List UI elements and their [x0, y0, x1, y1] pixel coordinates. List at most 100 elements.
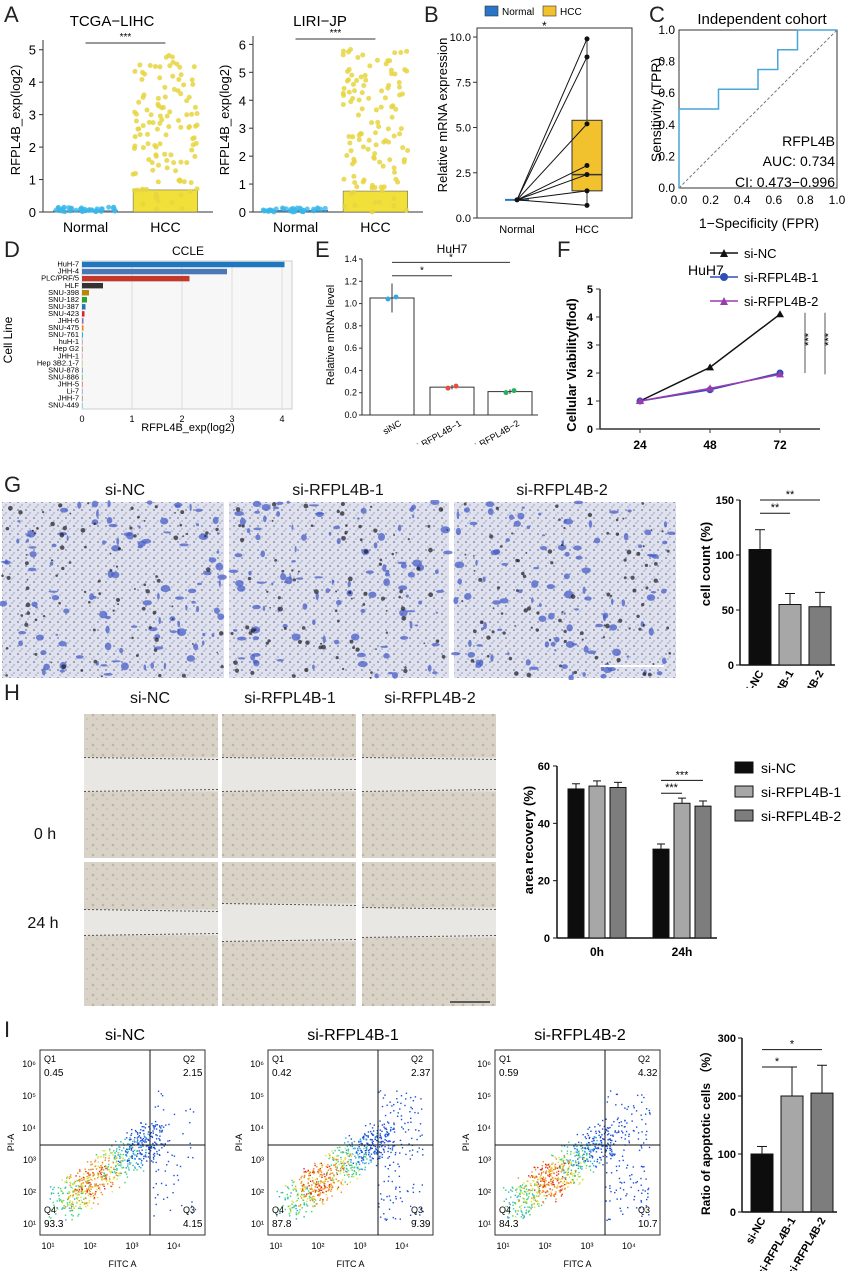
flow-event [553, 1184, 555, 1186]
stained-cell [412, 559, 422, 567]
flow-event [645, 1138, 648, 1141]
y-tick-label: 150 [716, 495, 734, 507]
flow-event [74, 1187, 76, 1190]
flow-event [142, 1143, 144, 1146]
y-tick-label: 0.8 [658, 55, 675, 69]
flow-event [83, 1177, 86, 1179]
flow-event [189, 1108, 192, 1110]
b-sig: * [542, 19, 547, 33]
flow-event [545, 1172, 547, 1174]
flow-event [130, 1156, 132, 1158]
flow-event [125, 1154, 127, 1156]
flow-event [298, 1211, 300, 1213]
flow-event [517, 1210, 520, 1213]
flow-event [90, 1164, 92, 1166]
flow-event [566, 1174, 568, 1176]
bar-jhh-7 [82, 395, 83, 402]
flow-event [356, 1166, 358, 1169]
point [511, 388, 517, 394]
pore [642, 623, 646, 627]
stained-cell [533, 566, 540, 570]
hcc-point [401, 159, 407, 165]
sig-label: *** [823, 332, 835, 346]
flow-event [600, 1143, 603, 1145]
flow-event [608, 1133, 610, 1135]
flow-event [67, 1198, 69, 1200]
flow-event [607, 1130, 609, 1133]
sig-label: ** [786, 489, 795, 501]
flow-event [536, 1200, 539, 1202]
flow-event [330, 1167, 332, 1170]
flow-event [303, 1184, 306, 1186]
flow-event [309, 1180, 312, 1183]
y-tick-label: 100 [718, 1149, 736, 1161]
x-tick-label: 24 [633, 438, 647, 452]
flow-y-tick: 10³ [23, 1155, 36, 1165]
flow-event [293, 1187, 295, 1190]
flow-event [86, 1204, 89, 1207]
flow-event [69, 1194, 72, 1197]
flow-event [531, 1197, 533, 1199]
flow-event [514, 1215, 517, 1218]
flow-event [114, 1155, 116, 1157]
pore [310, 524, 314, 528]
e-title: HuH7 [437, 242, 468, 256]
flow-event [387, 1140, 389, 1143]
x-label: si-NC [742, 668, 767, 688]
flow-event [310, 1192, 312, 1195]
flow-event [192, 1156, 194, 1159]
flow-event [94, 1183, 96, 1185]
flow-event [185, 1110, 187, 1112]
pore [68, 561, 72, 564]
flow-event [305, 1193, 308, 1195]
flow-event [507, 1191, 510, 1193]
flow-event [360, 1140, 362, 1142]
flow-event [80, 1190, 82, 1193]
flow-event [574, 1160, 577, 1162]
flow-event [536, 1184, 538, 1186]
flow-event [83, 1198, 85, 1200]
flow-event [632, 1182, 635, 1184]
flow-event [157, 1194, 159, 1196]
flow-event [337, 1155, 339, 1157]
hcc-point [391, 165, 397, 171]
pore [500, 612, 504, 615]
pore [555, 504, 559, 508]
flow-event [139, 1136, 142, 1139]
flow-event [365, 1147, 367, 1149]
pore [641, 602, 645, 607]
flow-event [636, 1094, 639, 1097]
flow-event [312, 1205, 314, 1207]
flow-event [616, 1198, 618, 1200]
d-title: CCLE [172, 244, 204, 258]
quadrant-value: 10.7 [638, 1219, 658, 1230]
flow-event [514, 1210, 517, 1212]
stained-cell [450, 652, 461, 656]
flow-event [172, 1192, 174, 1194]
flow-event [342, 1160, 345, 1162]
pore [652, 663, 655, 666]
flow-event [312, 1195, 314, 1198]
hcc-point [372, 199, 378, 205]
flow-event [126, 1132, 128, 1134]
flow-event [581, 1150, 584, 1152]
pore [148, 626, 152, 629]
flow-event [596, 1147, 599, 1150]
flow-event [103, 1178, 106, 1180]
flow-event [310, 1188, 312, 1190]
pore [579, 631, 584, 636]
stained-cell [40, 650, 47, 656]
flow-event [626, 1108, 628, 1111]
flow-event [66, 1205, 69, 1207]
pore [558, 518, 561, 521]
quadrant-value: 9.39 [411, 1219, 431, 1230]
flow-event [111, 1181, 114, 1184]
flow-event [562, 1160, 565, 1162]
hcc-point [348, 148, 354, 154]
flow-event [585, 1137, 587, 1140]
flow-event [645, 1198, 648, 1201]
hcc-point [140, 123, 146, 129]
flow-event [92, 1173, 95, 1175]
stained-cell [582, 586, 586, 594]
